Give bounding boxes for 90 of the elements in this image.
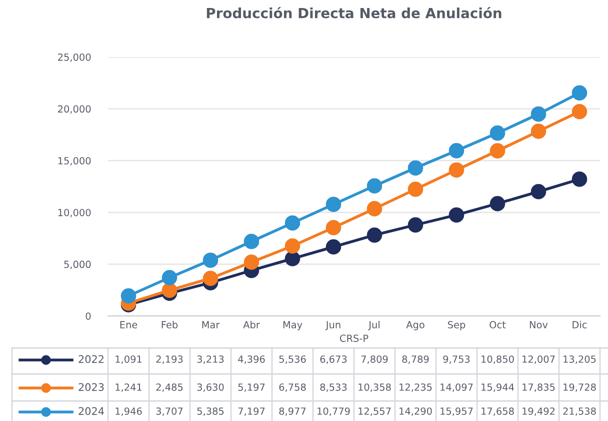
point [202, 252, 218, 268]
point [244, 234, 260, 250]
x-tick-label: Ago [406, 321, 424, 330]
point [202, 270, 218, 286]
data-label: 4,396 [238, 355, 265, 364]
data-label: 19,728 [564, 383, 596, 392]
x-tick-label: Mar [202, 321, 220, 328]
point [162, 282, 178, 298]
data-label: 9,753 [443, 355, 470, 364]
y-tick-label: 10,000 [58, 208, 91, 218]
data-label: 14,097 [440, 383, 473, 392]
point [366, 178, 382, 194]
data-label: 14,290 [400, 407, 432, 416]
chart-title: Producción Directa Neta de Anulación [206, 7, 502, 18]
data-label: 2,193 [156, 355, 183, 364]
point [572, 104, 588, 120]
point [326, 239, 342, 255]
point [530, 124, 546, 139]
data-label: 10,850 [482, 355, 514, 364]
data-label: 3,630 [197, 383, 224, 392]
point [408, 217, 424, 233]
x-axis-title: CRS-P [340, 334, 368, 342]
point [366, 227, 382, 243]
point [448, 162, 464, 178]
y-tick-label: 0 [86, 312, 91, 320]
point [572, 85, 588, 101]
point [284, 251, 300, 266]
data-label: 5,385 [197, 407, 224, 416]
point [326, 196, 342, 212]
x-tick-label: Ene [120, 321, 138, 328]
data-label: 5,197 [238, 383, 265, 392]
data-label: 6,673 [320, 355, 347, 364]
x-tick-label: Jul [368, 320, 380, 330]
point [408, 160, 424, 176]
point [162, 270, 178, 286]
data-label: 6,758 [279, 383, 306, 392]
data-label: 21,538 [563, 407, 596, 416]
point [284, 215, 300, 231]
data-label: 17,658 [482, 407, 514, 416]
point [284, 238, 300, 254]
data-label: 8,977 [279, 407, 306, 416]
point [448, 143, 464, 158]
data-label: 15,957 [440, 407, 473, 416]
data-label: 3,707 [156, 407, 183, 416]
point [244, 254, 260, 270]
x-tick-label: Feb [162, 320, 178, 328]
x-tick-label: May [283, 321, 302, 330]
y-tick-label: 5,000 [64, 260, 91, 270]
data-label: 12,007 [522, 355, 555, 364]
x-tick-label: Dic [572, 320, 587, 328]
y-tick-label: 15,000 [58, 157, 91, 166]
data-label: 12,235 [400, 383, 432, 392]
data-label: 1,091 [116, 355, 142, 364]
legend-label: 2023 [78, 383, 104, 392]
x-tick-label: Jun [325, 321, 340, 330]
data-label: 13,205 [564, 355, 596, 364]
point [490, 143, 506, 158]
point [530, 106, 546, 122]
data-label: 1,241 [116, 383, 142, 392]
point [490, 196, 506, 212]
point [530, 184, 546, 200]
data-label: 15,944 [482, 383, 514, 392]
data-label: 3,213 [197, 355, 224, 364]
point [408, 182, 424, 197]
data-label: 19,492 [522, 407, 555, 416]
data-label: 10,358 [358, 383, 391, 392]
y-tick-label: 20,000 [58, 105, 91, 114]
point [490, 125, 506, 141]
x-tick-label: Abr [243, 320, 260, 328]
data-label: 17,835 [522, 383, 555, 392]
data-label: 12,557 [358, 407, 391, 416]
x-tick-label: Nov [530, 321, 548, 328]
x-tick-label: Sep [448, 321, 466, 330]
data-label: 7,197 [238, 407, 265, 416]
legend-label: 2024 [78, 407, 104, 416]
point [366, 201, 382, 216]
data-label: 8,533 [320, 383, 347, 392]
data-label: 2,485 [156, 383, 183, 392]
legend-label: 2022 [78, 355, 104, 364]
data-label: 10,779 [318, 407, 350, 416]
point [326, 220, 342, 236]
data-label: 5,536 [279, 355, 306, 364]
data-label: 8,789 [402, 355, 429, 364]
point [572, 172, 588, 187]
point [448, 207, 464, 223]
y-tick-label: 25,000 [58, 53, 91, 62]
point [120, 288, 136, 304]
x-tick-label: Oct [490, 321, 506, 328]
data-label: 1,946 [116, 407, 142, 416]
data-label: 7,809 [361, 355, 388, 364]
